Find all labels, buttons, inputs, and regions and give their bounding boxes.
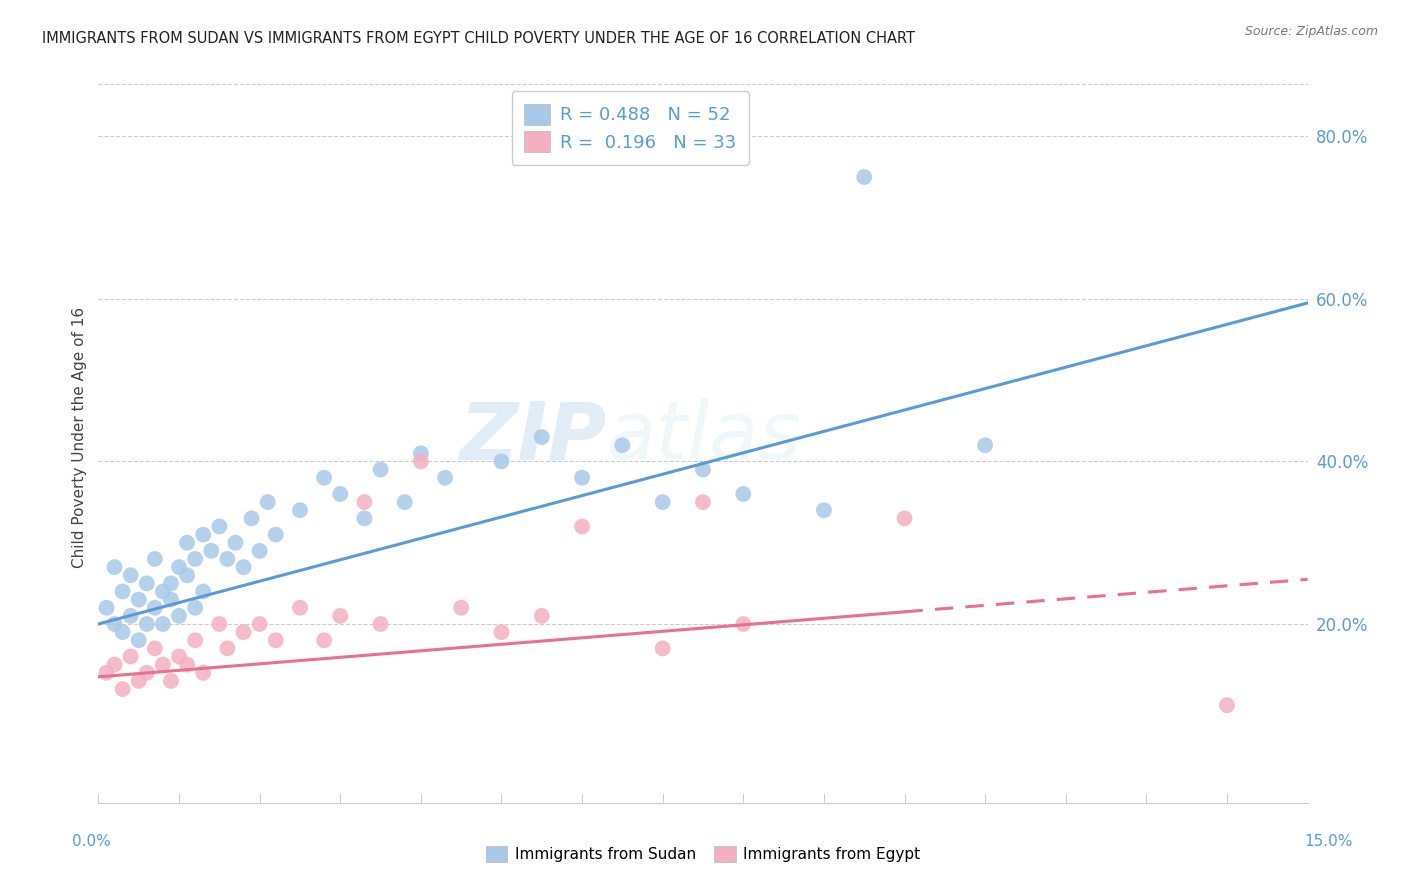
Point <box>974 438 997 452</box>
Point <box>256 495 278 509</box>
Y-axis label: Child Poverty Under the Age of 16: Child Poverty Under the Age of 16 <box>72 307 87 567</box>
Point <box>111 681 134 696</box>
Point <box>152 657 174 672</box>
Text: Source: ZipAtlas.com: Source: ZipAtlas.com <box>1244 25 1378 38</box>
Point <box>249 544 271 558</box>
Point <box>143 552 166 566</box>
Point <box>491 625 513 640</box>
Point <box>176 657 198 672</box>
Point <box>128 633 150 648</box>
Point <box>176 535 198 549</box>
Point <box>120 568 142 582</box>
Point <box>193 527 215 541</box>
Point <box>152 584 174 599</box>
Point <box>176 568 198 582</box>
Point <box>434 471 457 485</box>
Point <box>370 617 392 632</box>
Point <box>240 511 263 525</box>
Point <box>571 519 593 533</box>
Point <box>314 471 336 485</box>
Point <box>167 608 190 623</box>
Point <box>135 665 157 680</box>
Legend: Immigrants from Sudan, Immigrants from Egypt: Immigrants from Sudan, Immigrants from E… <box>479 840 927 868</box>
Point <box>143 600 166 615</box>
Point <box>353 495 375 509</box>
Point <box>692 462 714 476</box>
Point <box>103 657 125 672</box>
Point <box>692 495 714 509</box>
Point <box>288 600 311 615</box>
Point <box>200 544 222 558</box>
Point <box>329 608 352 623</box>
Point <box>450 600 472 615</box>
Point <box>160 592 183 607</box>
Point <box>612 438 634 452</box>
Point <box>217 552 239 566</box>
Point <box>96 665 118 680</box>
Point <box>288 503 311 517</box>
Point <box>394 495 416 509</box>
Point <box>491 454 513 468</box>
Point <box>733 617 755 632</box>
Point <box>232 625 254 640</box>
Point <box>111 625 134 640</box>
Point <box>853 169 876 184</box>
Point <box>353 511 375 525</box>
Point <box>409 446 432 460</box>
Point <box>184 633 207 648</box>
Point <box>329 487 352 501</box>
Point <box>651 495 673 509</box>
Point <box>120 649 142 664</box>
Point <box>193 584 215 599</box>
Point <box>128 592 150 607</box>
Point <box>208 519 231 533</box>
Point <box>651 641 673 656</box>
Point <box>232 560 254 574</box>
Legend: R = 0.488   N = 52, R =  0.196   N = 33: R = 0.488 N = 52, R = 0.196 N = 33 <box>512 91 749 165</box>
Point <box>167 560 190 574</box>
Text: ZIP: ZIP <box>458 398 606 476</box>
Point <box>571 471 593 485</box>
Point <box>733 487 755 501</box>
Text: IMMIGRANTS FROM SUDAN VS IMMIGRANTS FROM EGYPT CHILD POVERTY UNDER THE AGE OF 16: IMMIGRANTS FROM SUDAN VS IMMIGRANTS FROM… <box>42 31 915 46</box>
Point <box>120 608 142 623</box>
Point <box>184 600 207 615</box>
Point <box>167 649 190 664</box>
Point <box>409 454 432 468</box>
Point <box>193 665 215 680</box>
Point <box>143 641 166 656</box>
Point <box>103 560 125 574</box>
Point <box>893 511 915 525</box>
Point <box>217 641 239 656</box>
Point <box>135 576 157 591</box>
Point <box>530 430 553 444</box>
Text: atlas: atlas <box>606 398 801 476</box>
Point <box>152 617 174 632</box>
Point <box>314 633 336 648</box>
Point <box>208 617 231 632</box>
Point <box>224 535 246 549</box>
Point <box>813 503 835 517</box>
Text: 15.0%: 15.0% <box>1305 834 1353 848</box>
Point <box>264 527 287 541</box>
Point <box>128 673 150 688</box>
Point <box>1216 698 1239 713</box>
Point <box>160 576 183 591</box>
Point <box>184 552 207 566</box>
Point <box>135 617 157 632</box>
Point <box>111 584 134 599</box>
Point <box>249 617 271 632</box>
Point <box>103 617 125 632</box>
Point <box>530 608 553 623</box>
Point <box>370 462 392 476</box>
Point <box>264 633 287 648</box>
Point <box>96 600 118 615</box>
Text: 0.0%: 0.0% <box>72 834 111 848</box>
Point <box>160 673 183 688</box>
